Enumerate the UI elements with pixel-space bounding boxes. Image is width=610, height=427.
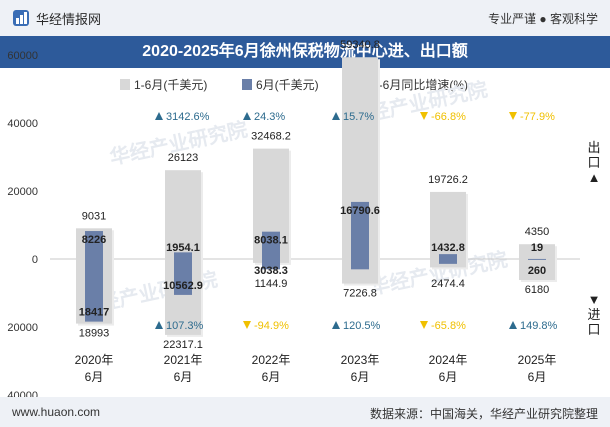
y-tick-label: 0: [32, 254, 38, 266]
top-bar: 华经情报网 专业严谨 ● 客观科学: [0, 0, 610, 36]
y-tick-label: 20000: [7, 322, 38, 334]
export-arrow-icon: ▲: [587, 170, 601, 185]
growth-label-export: 15.7%: [343, 111, 374, 123]
x-category-label: 2020年: [75, 353, 114, 367]
export-side-text: 出口: [587, 140, 601, 170]
bar-import-monthly: [174, 259, 192, 295]
growth-down-marker: [420, 321, 428, 329]
x-category-label: 2025年: [518, 353, 557, 367]
growth-label-export: -77.9%: [520, 111, 555, 123]
bar-import-monthly: [85, 259, 103, 322]
footer-source: 数据来源：中国海关，华经产业研究院整理: [369, 407, 598, 421]
data-label-export-cumulative: 19726.2: [428, 174, 468, 186]
chart-title: 2020-2025年6月徐州保税物流中心进、出口额: [142, 43, 468, 60]
import-side-text: 进口: [587, 307, 601, 337]
brand-logo-icon: [13, 10, 29, 26]
growth-up-marker: [332, 112, 340, 120]
y-tick-label: 20000: [7, 186, 38, 198]
bar-export-cumulative: [165, 170, 201, 259]
bar-export-monthly: [262, 231, 280, 259]
x-category-label: 6月: [262, 370, 281, 384]
data-label-import-cumulative: 7226.8: [343, 288, 377, 300]
title-bar: 2020-2025年6月徐州保税物流中心进、出口额: [0, 36, 610, 68]
data-label-export-monthly: 8038.1: [254, 235, 288, 247]
data-label-export-cumulative: 4350: [525, 226, 549, 238]
data-label-import-cumulative: 6180: [525, 284, 549, 296]
data-label-export-cumulative: 26123: [168, 152, 199, 164]
data-label-import-monthly: 260: [528, 265, 546, 277]
growth-up-marker: [155, 321, 163, 329]
data-label-import-monthly: 18417: [79, 307, 110, 319]
footer-url: www.huaon.com: [12, 405, 101, 419]
data-label-import-cumulative: 2474.4: [431, 278, 465, 290]
bar-import-monthly: [262, 259, 280, 270]
data-label-export-monthly: 8226: [82, 234, 106, 246]
growth-up-marker: [509, 321, 517, 329]
import-arrow-icon: ▼: [587, 292, 601, 307]
x-category-label: 2024年: [429, 353, 468, 367]
data-label-import-monthly: 3038.3: [254, 265, 288, 277]
growth-up-marker: [243, 112, 251, 120]
y-tick-label: 40000: [7, 390, 38, 397]
x-category-label: 2022年: [252, 353, 291, 367]
data-label-export-cumulative: 9031: [82, 210, 106, 222]
legend-item-monthly: 6月(千美元): [242, 76, 319, 93]
bar-import-cumulative: [519, 259, 555, 281]
growth-label-import: -94.9%: [254, 320, 289, 332]
data-label-import-monthly: 10562.9: [163, 280, 203, 292]
x-category-label: 6月: [174, 370, 193, 384]
growth-label-export: -66.8%: [431, 111, 466, 123]
x-category-label: 6月: [439, 370, 458, 384]
bar-import-monthly: [528, 259, 546, 260]
growth-up-marker: [155, 112, 163, 120]
x-category-label: 6月: [351, 370, 370, 384]
growth-label-import: 120.5%: [343, 320, 381, 332]
growth-label-export: 3142.6%: [166, 111, 210, 123]
footer-bar: www.huaon.com 数据来源：中国海关，华经产业研究院整理: [0, 397, 610, 427]
legend-label-cumulative: 1-6月(千美元): [134, 78, 208, 92]
data-label-import-cumulative: 1144.9: [255, 278, 288, 290]
brand-tagline: 专业严谨 ● 客观科学: [488, 12, 598, 26]
import-side-label: ▼ 进口: [586, 292, 602, 337]
legend-item-cumulative: 1-6月(千美元): [120, 76, 207, 93]
data-label-export-cumulative: 32468.2: [251, 131, 291, 143]
y-tick-label: 60000: [7, 50, 38, 62]
data-label-export-monthly: 16790.6: [340, 205, 380, 217]
bar-export-monthly: [174, 252, 192, 259]
data-label-export-monthly: 19: [531, 242, 543, 254]
bar-export-monthly: [85, 231, 103, 259]
growth-down-marker: [420, 112, 428, 120]
legend-swatch-monthly: [242, 79, 252, 90]
x-category-label: 6月: [528, 370, 547, 384]
growth-label-export: 24.3%: [254, 111, 285, 123]
data-label-export-monthly: 1954.1: [166, 242, 200, 254]
bar-export-cumulative: [519, 244, 555, 259]
bar-export-monthly: [351, 201, 369, 259]
x-category-label: 2021年: [164, 353, 203, 367]
growth-down-marker: [243, 321, 251, 329]
data-label-export-monthly: 1432.8: [431, 242, 465, 254]
legend-label-monthly: 6月(千美元): [256, 78, 319, 92]
bar-export-monthly: [439, 254, 457, 259]
growth-up-marker: [332, 321, 340, 329]
bar-import-monthly: [439, 259, 457, 264]
x-category-label: 6月: [85, 370, 104, 384]
brand-name: 华经情报网: [36, 12, 102, 27]
growth-down-marker: [509, 112, 517, 120]
legend-swatch-cumulative: [120, 79, 130, 90]
x-category-label: 2023年: [341, 353, 380, 367]
data-label-import-cumulative: 18993: [79, 328, 110, 340]
y-tick-label: 40000: [7, 118, 38, 130]
legend-label-growth: 1-6月同比增速(%): [372, 78, 469, 92]
data-label-import-cumulative: 22317.1: [163, 339, 203, 351]
data-label-export-cumulative: 59340.8: [340, 39, 380, 51]
bar-import-monthly: [351, 259, 369, 270]
bar-export-cumulative: [430, 191, 466, 259]
growth-label-import: 149.8%: [520, 320, 558, 332]
chart-plot-area: 华经产业研究院华经产业研究院华经产业研究院华经产业研究院800006000040…: [7, 39, 580, 397]
growth-label-import: 107.3%: [166, 320, 204, 332]
growth-label-import: -65.8%: [431, 320, 466, 332]
export-side-label: 出口 ▲: [586, 140, 602, 185]
